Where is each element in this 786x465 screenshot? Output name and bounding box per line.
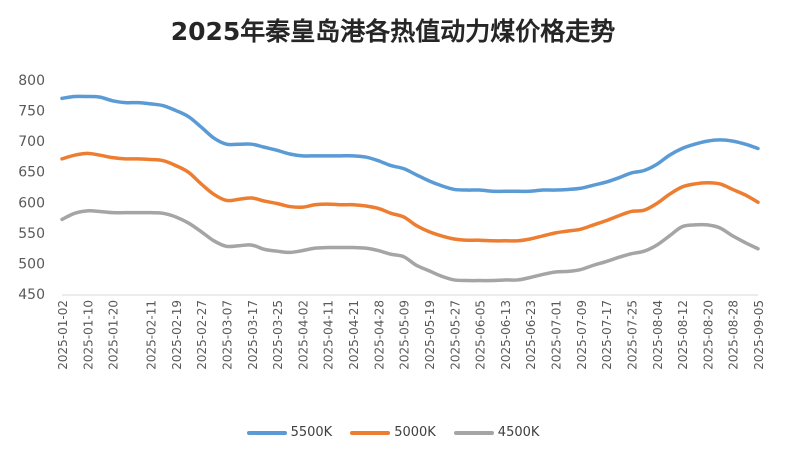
x-tick-label: 2025-04-02: [296, 300, 310, 370]
legend-swatch: [453, 430, 494, 435]
legend: 5500K 5000K 4500K: [0, 425, 786, 440]
x-tick-label: 2025-08-20: [701, 300, 715, 370]
legend-item-5000k: 5000K: [350, 425, 436, 440]
y-tick-label: 650: [18, 165, 45, 181]
legend-swatch: [246, 430, 287, 435]
legend-label: 4500K: [497, 425, 540, 440]
x-tick-label: 2025-05-09: [398, 300, 412, 370]
series-line-4500k: [60, 209, 760, 283]
x-tick-label: 2025-05-27: [448, 300, 462, 370]
series-line-5000k: [60, 151, 760, 243]
legend-swatch: [350, 430, 391, 435]
legend-item-5500k: 5500K: [246, 425, 333, 440]
x-tick-label: 2025-07-25: [625, 300, 639, 370]
x-tick-label: 2025-03-07: [221, 300, 235, 370]
legend-item-4500k: 4500K: [453, 425, 540, 440]
x-tick-label: 2025-08-04: [651, 300, 665, 370]
x-tick-label: 2025-06-05: [474, 300, 488, 370]
y-tick-label: 800: [18, 73, 45, 89]
y-tick-label: 500: [18, 256, 45, 272]
x-tick-label: 2025-01-02: [56, 300, 70, 370]
y-tick-label: 550: [18, 226, 45, 242]
x-tick-label: 2025-08-28: [727, 300, 741, 370]
x-tick-label: 2025-04-28: [372, 300, 386, 370]
y-tick-label: 450: [18, 287, 45, 303]
y-tick-label: 600: [18, 195, 45, 211]
x-tick-label: 2025-02-27: [195, 300, 209, 370]
x-tick-label: 2025-07-17: [600, 300, 614, 370]
chart-title: 2025年秦皇岛港各热值动力煤价格走势: [170, 17, 616, 46]
x-tick-label: 2025-09-05: [752, 300, 766, 370]
series-layer: [60, 94, 760, 283]
x-tick-label: 2025-07-09: [575, 300, 589, 370]
legend-label: 5500K: [290, 425, 333, 440]
y-tick-label: 750: [18, 104, 45, 120]
x-tick-label: 2025-06-23: [524, 300, 538, 370]
y-tick-label: 700: [18, 134, 45, 150]
x-tick-label: 2025-05-19: [423, 300, 437, 370]
x-tick-label: 2025-03-17: [246, 300, 260, 370]
legend-label: 5000K: [394, 425, 436, 440]
x-tick-label: 2025-02-11: [145, 300, 159, 370]
x-tick-label: 2025-08-12: [676, 300, 690, 370]
x-tick-label: 2025-03-25: [271, 300, 285, 370]
x-tick-label: 2025-07-01: [550, 300, 564, 370]
x-tick-label: 2025-06-13: [499, 300, 513, 370]
x-tick-label: 2025-01-10: [81, 300, 95, 370]
x-tick-label: 2025-02-19: [170, 300, 184, 370]
x-axis: 2025-01-02 2025-01-10 2025-01-20 2025-02-11…: [56, 294, 766, 370]
x-tick-label: 2025-04-21: [347, 300, 361, 370]
x-tick-label: 2025-01-20: [107, 300, 121, 370]
series-line-5500k: [60, 94, 760, 194]
x-tick-label: 2025-04-11: [322, 300, 336, 370]
y-axis: 450 500 550 600 650 700 750 800: [18, 73, 45, 303]
